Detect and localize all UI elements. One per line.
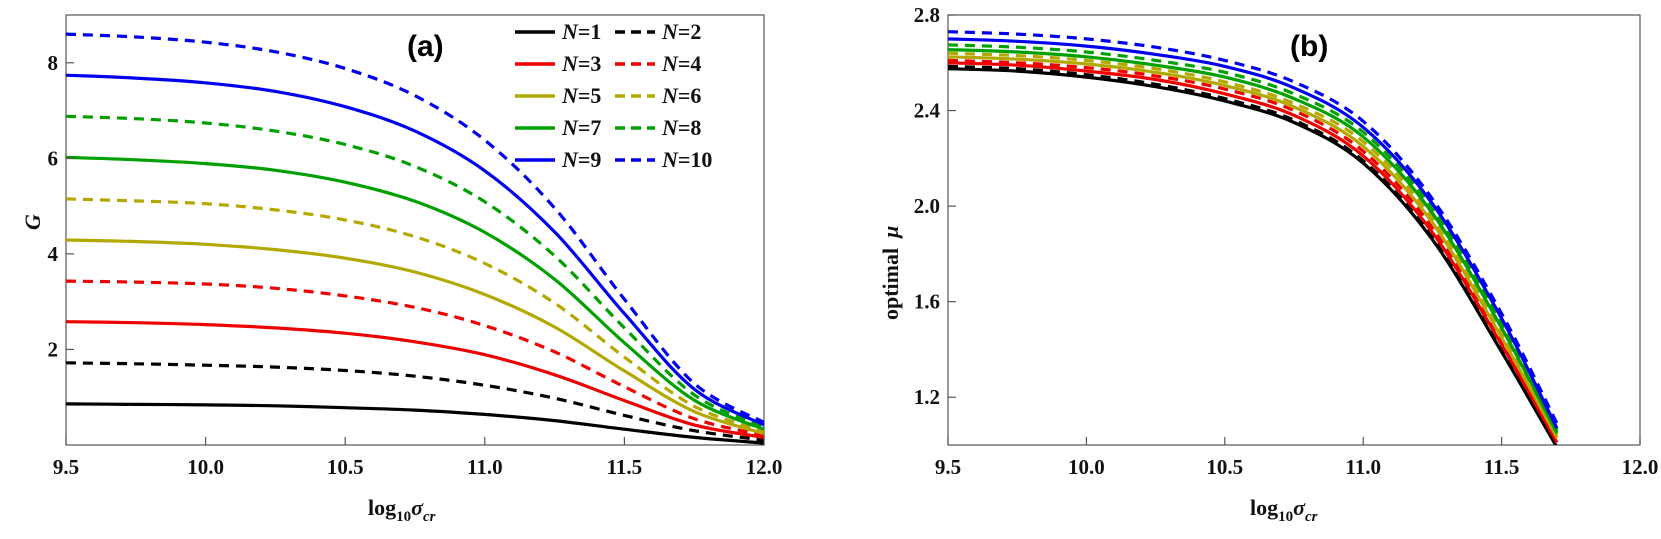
- legend-label-n7: N=7: [561, 115, 601, 140]
- panel-a-y-axis-title: G: [20, 214, 45, 230]
- panel-a-series-line-n3: [66, 320, 764, 439]
- panel-a-x-axis-title-var-sub: cr: [423, 509, 436, 525]
- legend-label-value: =6: [678, 83, 702, 108]
- legend-label-value: =9: [578, 147, 602, 172]
- legend-label-var: N: [561, 19, 579, 44]
- panel-a-x-axis-title-prefix: log: [368, 495, 396, 520]
- panel-a-series-line-n2: [66, 361, 764, 442]
- panel-a-y-tick-label: 4: [48, 242, 59, 266]
- legend-label-var: N: [661, 83, 679, 108]
- panel-a-label: (a): [407, 30, 444, 63]
- panel-a-series-line-n5: [66, 238, 764, 436]
- legend-label-value: =5: [578, 83, 602, 108]
- panel-b-x-tick-label: 12.0: [1622, 455, 1659, 479]
- panel-a-series-line-n8: [66, 114, 764, 429]
- panel-a-x-tick-label: 12.0: [746, 455, 783, 479]
- legend-label-n4: N=4: [661, 51, 701, 76]
- panel-a-series-line-n4: [66, 279, 764, 437]
- panel-a-series-line-n1: [66, 402, 764, 445]
- legend-label-value: =8: [678, 115, 702, 140]
- panel-a-x-axis-title: log10σcr: [368, 495, 436, 525]
- panel-a-x-tick-label: 10.0: [187, 455, 224, 479]
- legend-label-var: N: [661, 147, 679, 172]
- panel-b-x-axis-title-sub: 10: [1278, 509, 1293, 525]
- legend-label-n6: N=6: [661, 83, 701, 108]
- panel-a-x-axis-title-sub: 10: [396, 509, 411, 525]
- panel-a-x-tick-label: 11.5: [607, 455, 643, 479]
- panel-b-series-line-n9: [948, 37, 1559, 430]
- panel-b-series-group: [948, 30, 1559, 445]
- panel-b-chart: 9.5 10.0 10.5 11.0 11.5 12.0 1.2 1.6 2.0 2.4 2.8 (…: [878, 3, 1658, 525]
- panel-a-x-tick-label: 11.0: [467, 455, 503, 479]
- panel-b-series-line-n4: [948, 58, 1559, 441]
- panel-b-y-tick-label: 1.6: [914, 290, 940, 314]
- panel-b-x-axis-title-var-sub: cr: [1305, 509, 1318, 525]
- legend-label-n1: N=1: [561, 19, 601, 44]
- panel-b-x-tick-label: 9.5: [935, 455, 961, 479]
- legend-label-var: N: [661, 19, 679, 44]
- panel-a-series-line-n9: [66, 73, 764, 427]
- panel-b-x-tick-label: 10.0: [1068, 455, 1105, 479]
- legend-label-value: =7: [578, 115, 602, 140]
- panel-a-series-line-n6: [66, 197, 764, 434]
- panel-b-plot-frame: [947, 14, 1641, 446]
- panel-a-plot-frame: [65, 14, 765, 446]
- panel-a-x-tick-label: 10.5: [327, 455, 364, 479]
- panel-a-series-line-n10: [66, 32, 764, 424]
- panel-b-y-tick-label: 2.0: [914, 194, 940, 218]
- panel-a-y-tick-label: 6: [48, 146, 59, 170]
- legend-label-n8: N=8: [661, 115, 701, 140]
- legend-label-var: N: [561, 147, 579, 172]
- panel-b-y-tick-label: 2.4: [914, 99, 941, 123]
- panel-b-x-axis-title: log10σcr: [1250, 495, 1318, 525]
- panel-b-y-axis-title: optimal μ: [878, 226, 903, 320]
- panel-b-series-line-n6: [948, 51, 1559, 437]
- legend-label-value: =3: [578, 51, 602, 76]
- panel-b-series-line-n7: [948, 48, 1559, 434]
- legend-label-var: N: [561, 83, 579, 108]
- panel-b-ticks: 9.5 10.0 10.5 11.0 11.5 12.0 1.2 1.6 2.0 2.4 2.8: [914, 3, 1659, 479]
- panel-a-series-group: [66, 32, 764, 445]
- panel-b-x-axis-title-prefix: log: [1250, 495, 1278, 520]
- panel-b-x-tick-label: 11.5: [1484, 455, 1520, 479]
- legend-label-n5: N=5: [561, 83, 601, 108]
- legend-label-var: N: [561, 51, 579, 76]
- legend-label-n10: N=10: [661, 147, 712, 172]
- legend-label-n2: N=2: [661, 19, 701, 44]
- panel-a-y-tick-label: 8: [48, 51, 59, 75]
- panel-a-chart: 9.5 10.0 10.5 11.0 11.5 12.0 2 4 6 8 (a) G log10σ…: [20, 14, 783, 525]
- panel-a-series-line-n7: [66, 155, 764, 431]
- legend-label-value: =1: [578, 19, 602, 44]
- panel-b-series-line-n10: [948, 30, 1559, 425]
- legend-label-n9: N=9: [561, 147, 601, 172]
- legend-label-n3: N=3: [561, 51, 601, 76]
- panel-b-y-tick-label: 1.2: [914, 385, 940, 409]
- panel-b-x-tick-label: 11.0: [1345, 455, 1381, 479]
- panel-a-legend: N=1 N=2N=3 N=4N=5 N=6N=7 N=8N=9 N=10: [515, 19, 712, 172]
- panel-b-series-line-n8: [948, 43, 1559, 432]
- panel-b-label: (b): [1290, 30, 1328, 63]
- panel-b-y-axis-title-text: optimal: [878, 248, 903, 320]
- panel-a-x-axis-title-var: σ: [411, 495, 424, 520]
- legend-label-value: =10: [678, 147, 713, 172]
- panel-b-x-axis-title-var: σ: [1293, 495, 1306, 520]
- panel-b-series-line-n2: [948, 64, 1559, 445]
- panel-a-y-tick-label: 2: [48, 337, 59, 361]
- legend-label-var: N: [561, 115, 579, 140]
- legend-label-value: =2: [678, 19, 702, 44]
- panel-a-x-tick-label: 9.5: [53, 455, 79, 479]
- legend-label-var: N: [661, 51, 679, 76]
- panel-b-x-tick-label: 10.5: [1206, 455, 1243, 479]
- panel-a-ticks: 9.5 10.0 10.5 11.0 11.5 12.0 2 4 6 8: [48, 51, 783, 479]
- panel-b-y-axis-title-symbol: μ: [878, 226, 903, 239]
- legend-label-value: =4: [678, 51, 702, 76]
- panel-b-y-tick-label: 2.8: [914, 3, 940, 27]
- panel-b-series-line-n5: [948, 55, 1559, 439]
- legend-label-var: N: [661, 115, 679, 140]
